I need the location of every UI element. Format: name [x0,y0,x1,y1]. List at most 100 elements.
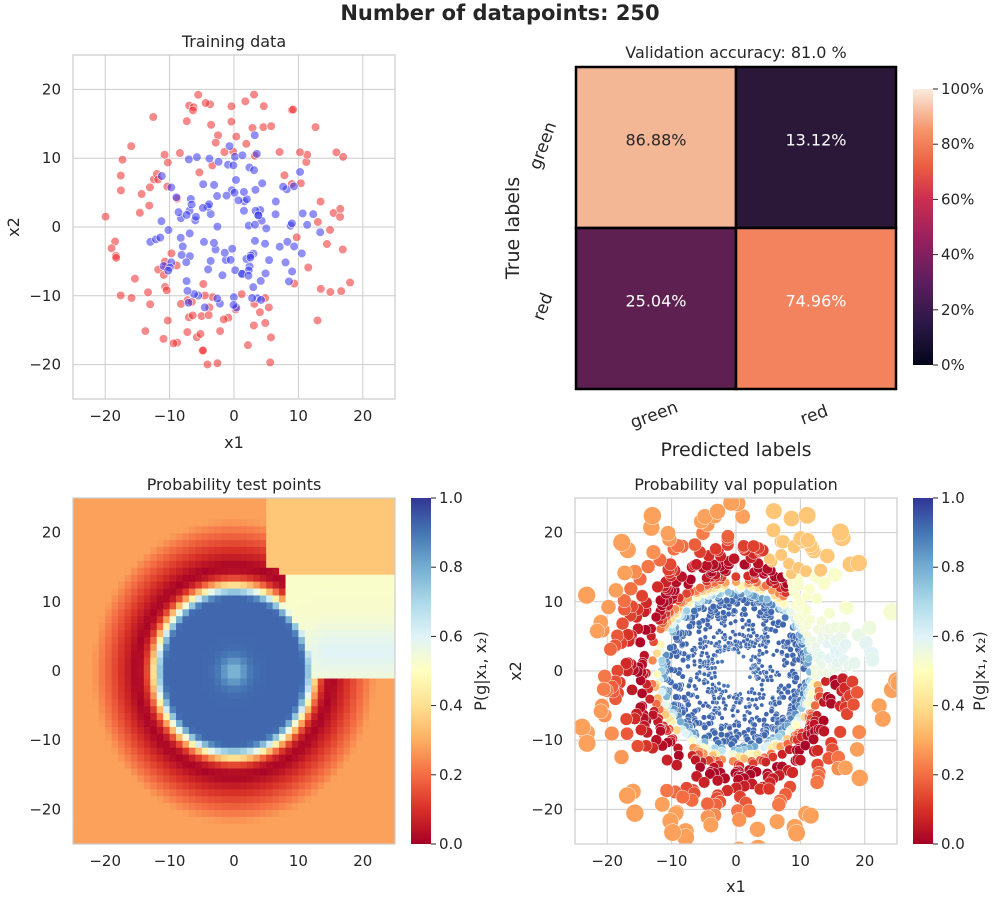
heatmap-cell [130,809,138,817]
data-point [719,715,725,721]
data-point [741,654,746,660]
heatmap-cell [85,774,93,783]
data-point [762,595,772,604]
heatmap-cell [375,726,383,734]
heatmap-cell [98,788,106,797]
data-point [259,101,269,111]
heatmap-cell [279,532,287,541]
heatmap-cell [375,705,383,714]
heatmap-cell [208,532,216,541]
heatmap-cell [246,684,254,693]
heatmap-cell [73,553,81,561]
heatmap-cell [324,574,332,582]
data-point [603,642,618,657]
heatmap-cell [279,539,287,548]
data-point [280,257,291,268]
heatmap-cell [163,726,171,734]
heatmap-cell [130,622,138,631]
heatmap-cell [73,504,81,513]
heatmap-cell [150,677,158,686]
heatmap-cell [382,629,390,637]
data-point [697,636,704,643]
heatmap-cell [240,525,248,534]
heatmap-cell [279,650,287,658]
heatmap-cell [356,657,364,665]
data-point [722,596,731,605]
heatmap-cell [150,574,158,582]
heatmap-cell [92,539,100,548]
heatmap-cell [201,650,209,658]
heatmap-cell [330,671,338,679]
heatmap-cell [369,774,377,783]
heatmap-cell [324,802,332,810]
data-point [158,334,169,344]
heatmap-cell [259,767,267,776]
heatmap-cell [266,629,274,637]
data-point [784,652,791,659]
heatmap-cell [311,498,319,506]
heatmap-cell [221,774,229,783]
heatmap-cell [272,747,280,755]
heatmap-cell [118,747,126,755]
data-point [577,586,596,605]
heatmap-cell [266,671,274,679]
data-point [302,220,312,230]
heatmap-cell [382,581,390,589]
heatmap-cell [317,802,325,810]
heatmap-cell [176,601,184,610]
heatmap-cell [369,615,377,624]
data-point [213,157,224,167]
heatmap-cell [227,719,235,727]
heatmap-cell [253,608,261,617]
heatmap-cell [324,511,332,520]
heatmap-cell [143,788,151,797]
data-point [620,726,634,741]
heatmap-cell [272,740,280,748]
heatmap-cell [285,677,293,686]
data-point [776,672,782,678]
heatmap-cell [349,781,357,790]
heatmap-cell [375,622,383,631]
heatmap-cell [124,629,132,637]
data-point [679,673,686,680]
heatmap-cell [234,511,242,520]
heatmap-cell [285,705,293,714]
heatmap-cell [105,629,113,637]
heatmap-cell [362,532,370,541]
heatmap-cell [343,830,351,838]
heatmap-cell [150,650,158,658]
heatmap-cell [163,740,171,748]
heatmap-cell [246,809,254,817]
heatmap-cell [240,816,248,824]
heatmap-cell [176,574,184,582]
heatmap-cell [150,532,158,541]
heatmap-cell [369,636,377,644]
heatmap-cell [150,684,158,693]
heatmap-cell [188,657,196,665]
heatmap-cell [85,657,93,665]
heatmap-cell [105,518,113,527]
heatmap-cell [356,767,364,776]
heatmap-cell [195,518,203,527]
heatmap-cell [92,740,100,748]
heatmap-cell [240,636,248,644]
heatmap-cell [349,740,357,748]
heatmap-cell [111,601,119,610]
heatmap-cell [73,657,81,665]
heatmap-cell [85,574,93,582]
heatmap-cell [150,816,158,824]
heatmap-cell [330,774,338,783]
heatmap-cell [182,830,190,838]
data-point [249,320,259,331]
data-point [650,611,662,623]
heatmap-cell [92,781,100,790]
heatmap-cell [285,629,293,637]
heatmap-cell [201,546,209,554]
heatmap-cell [105,802,113,810]
heatmap-cell [143,802,151,810]
data-point [292,232,302,242]
heatmap-cell [156,553,164,561]
data-point [685,622,694,630]
heatmap-cell [105,705,113,714]
heatmap-cell [356,601,364,610]
